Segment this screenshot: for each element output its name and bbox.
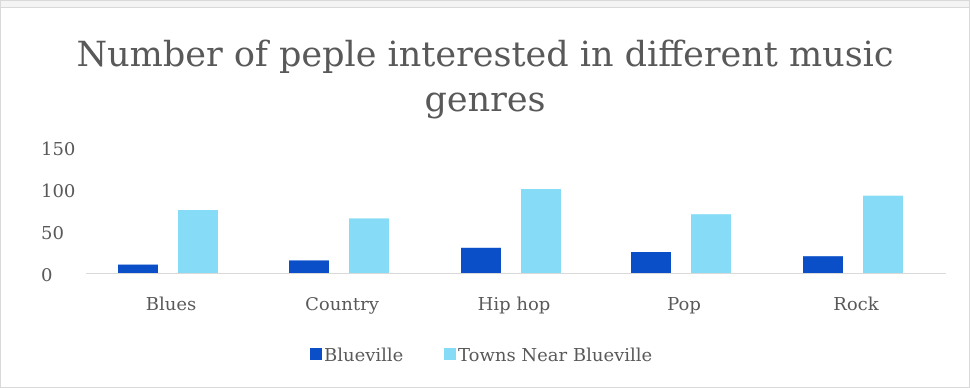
bars-group [118,189,903,273]
bar-towns-near-blueville-blues [178,210,218,273]
x-axis-labels: Blues Country Hip hop Pop Rock [146,294,880,315]
x-category-label: Blues [146,294,196,315]
y-axis: 150 100 50 0 [41,139,75,286]
bar-towns-near-blueville-hip-hop [521,189,561,273]
chart-title-line-1: Number of peple interested in different … [77,35,894,75]
y-tick-label: 150 [41,139,75,160]
bar-blueville-blues [118,264,158,273]
x-category-label: Country [305,294,380,315]
chart-title-line-2: genres [424,80,545,120]
legend: Blueville Towns Near Blueville [310,345,652,366]
bar-blueville-country [289,260,329,273]
top-border-strip [1,1,969,8]
legend-label-towns-near-blueville: Towns Near Blueville [458,345,652,366]
bar-towns-near-blueville-country [349,218,389,273]
x-category-label: Pop [667,294,701,315]
y-tick-label: 50 [41,223,64,244]
legend-swatch-blueville [310,348,322,360]
bar-towns-near-blueville-pop [691,214,731,273]
bar-blueville-pop [631,252,671,273]
y-tick-label: 0 [41,265,52,286]
x-category-label: Rock [833,294,879,315]
bar-blueville-rock [803,256,843,273]
bar-towns-near-blueville-rock [863,195,903,273]
bar-blueville-hip-hop [461,247,501,273]
legend-swatch-towns-near-blueville [444,348,456,360]
legend-label-blueville: Blueville [324,345,403,366]
x-category-label: Hip hop [478,294,551,315]
y-tick-label: 100 [41,181,75,202]
chart-title: Number of peple interested in different … [77,35,894,120]
